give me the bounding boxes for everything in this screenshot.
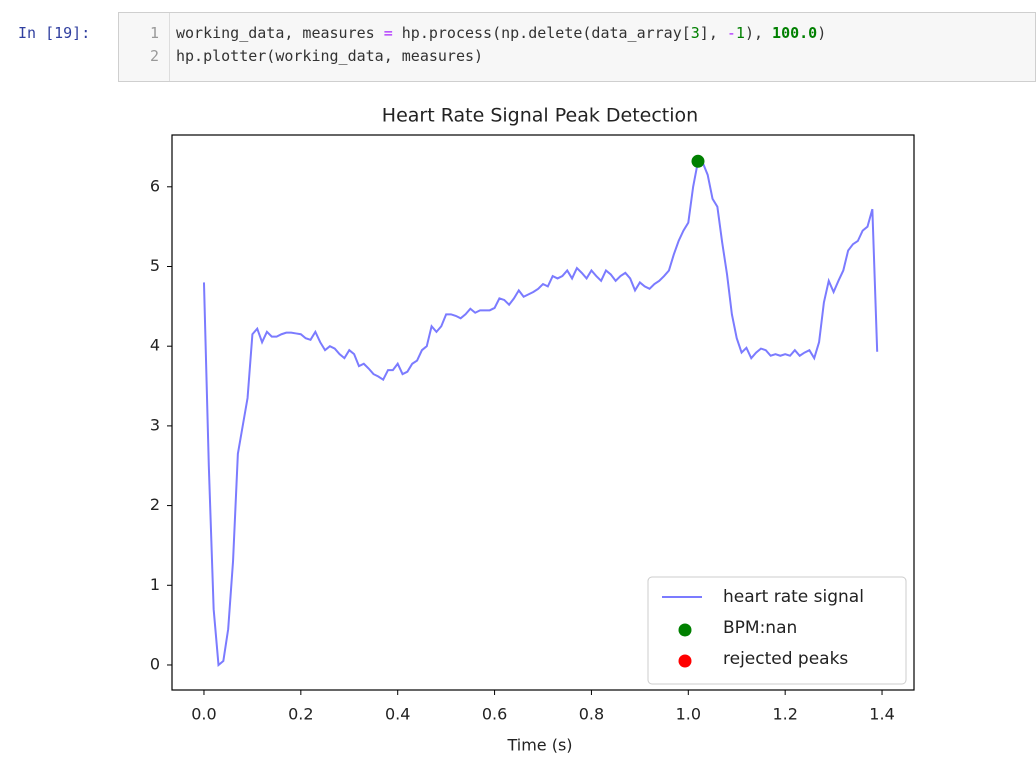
y-tick-label: 6	[150, 176, 160, 195]
legend-label: heart rate signal	[723, 587, 864, 607]
code-line: 2 hp.plotter(working_data, measures)	[119, 47, 1019, 69]
legend-label: BPM:nan	[723, 618, 797, 638]
code-token: working_data, measures	[176, 24, 384, 42]
code-token: )	[817, 24, 827, 42]
peak-marker	[691, 154, 705, 168]
x-tick-label: 1.2	[772, 705, 797, 724]
code-token: hp.plotter(working_data, measures)	[176, 47, 484, 65]
x-tick-label: 0.6	[482, 705, 507, 724]
legend	[647, 576, 907, 685]
code-token: 100.0	[772, 24, 818, 42]
gutter	[119, 13, 170, 81]
code-token: ],	[699, 24, 727, 42]
code-token: 3	[690, 24, 700, 42]
x-axis-label: Time (s)	[506, 736, 572, 755]
code-text: working_data, measures = hp.process(np.d…	[176, 24, 826, 42]
x-tick-label: 1.0	[676, 705, 701, 724]
y-tick-label: 5	[150, 256, 160, 275]
y-tick-label: 3	[150, 415, 160, 434]
signal-line	[202, 159, 879, 667]
code-line: 1 working_data, measures = hp.process(np.…	[119, 24, 1019, 46]
code-token: hp.process(np.delete(data_array[	[392, 24, 691, 42]
code-cell[interactable]: 1 working_data, measures = hp.process(np.…	[118, 12, 1036, 82]
code-token: ),	[744, 24, 773, 42]
plot-area	[171, 134, 915, 691]
code-token: -	[726, 24, 736, 42]
x-tick-label: 1.4	[869, 705, 894, 724]
y-tick-label: 1	[150, 575, 160, 594]
legend-swatch	[678, 623, 692, 637]
x-tick-label: 0.8	[579, 705, 604, 724]
code-text: hp.plotter(working_data, measures)	[176, 47, 483, 65]
x-tick-label: 0.2	[288, 705, 313, 724]
x-tick-label: 0.0	[191, 705, 216, 724]
cell-prompt: In [19]:	[18, 24, 91, 42]
code-token: 1	[735, 24, 745, 42]
chart-title: Heart Rate Signal Peak Detection	[382, 105, 698, 127]
line-number: 2	[149, 47, 159, 65]
y-tick-label: 0	[150, 654, 160, 673]
legend-label: rejected peaks	[723, 649, 848, 669]
y-tick-label: 2	[150, 495, 160, 514]
x-tick-label: 0.4	[385, 705, 410, 724]
code-token: =	[383, 24, 393, 42]
y-tick-label: 4	[150, 336, 160, 355]
legend-swatch	[678, 654, 692, 668]
line-number: 1	[149, 24, 159, 42]
